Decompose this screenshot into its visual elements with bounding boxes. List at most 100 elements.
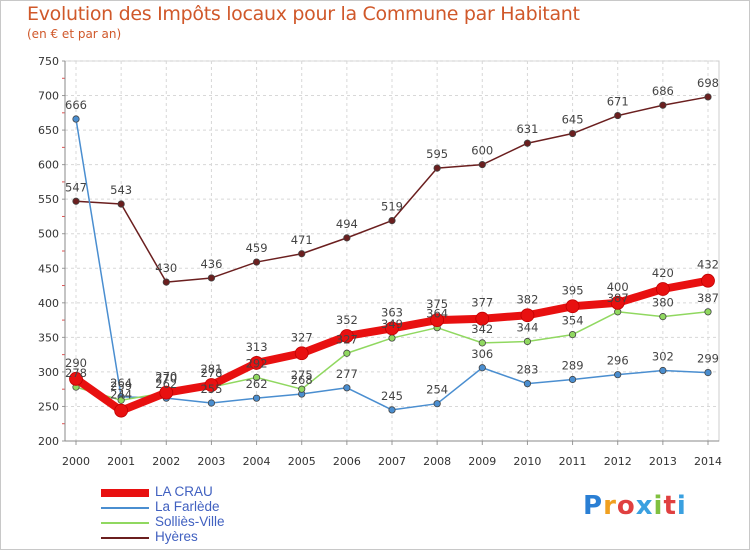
- data-label-la-crau: 327: [291, 330, 313, 344]
- x-tick-label: 2010: [513, 455, 541, 468]
- point-hyeres: [659, 101, 667, 109]
- point-hyeres: [523, 139, 532, 147]
- data-label-sollies-ville: 387: [697, 291, 719, 305]
- data-label-hyeres: 543: [110, 183, 132, 197]
- data-label-sollies-ville: 259: [110, 379, 132, 393]
- data-label-la-farlede: 306: [471, 347, 493, 361]
- point-la-crau: [385, 321, 399, 336]
- data-label-la-farlede: 262: [155, 377, 177, 391]
- data-label-sollies-ville: 354: [562, 314, 584, 328]
- point-la-crau: [430, 313, 445, 327]
- point-hyeres: [433, 164, 441, 172]
- legend-swatch-la-farlede: [101, 506, 149, 509]
- point-hyeres: [614, 111, 622, 120]
- point-la-crau: [339, 329, 354, 343]
- x-tick-label: 2001: [107, 455, 135, 468]
- data-label-hyeres: 519: [381, 200, 403, 214]
- point-la-crau: [520, 308, 535, 323]
- point-la-crau: [610, 295, 625, 310]
- legend-label: LA CRAU: [155, 484, 213, 499]
- legend-label: La Farlède: [155, 499, 220, 514]
- point-hyeres: [72, 197, 80, 205]
- data-label-hyeres: 494: [336, 217, 358, 231]
- y-tick-label: 200: [38, 435, 59, 448]
- data-label-la-crau: 270: [155, 370, 177, 384]
- legend-swatch-sollies-ville: [101, 521, 149, 524]
- logo-letter: P: [583, 491, 604, 521]
- x-tick-label: 2003: [197, 455, 225, 468]
- point-sollies-ville: [388, 334, 396, 342]
- y-tick-label: 400: [38, 297, 59, 310]
- data-label-la-farlede: 302: [652, 350, 674, 364]
- point-sollies-ville: [117, 396, 125, 404]
- point-la-farlede: [523, 380, 532, 388]
- data-label-sollies-ville: 275: [291, 368, 313, 382]
- x-tick-label: 2011: [559, 455, 587, 468]
- axes: 200 250 300 350 400 450 500 550 600 650 700 750 2000…: [38, 55, 722, 468]
- x-tick-label: 2002: [152, 455, 180, 468]
- legend-swatch-hyeres: [101, 536, 149, 539]
- data-label-sollies-ville: 278: [200, 366, 222, 380]
- logo-letter: i: [653, 491, 664, 521]
- point-sollies-ville: [478, 339, 486, 347]
- x-tick-label: 2013: [649, 455, 677, 468]
- point-la-farlede: [704, 368, 712, 377]
- legend-item-hyeres: Hyères: [101, 529, 301, 545]
- data-label-sollies-ville: 292: [246, 356, 268, 370]
- logo-letter: r: [603, 491, 617, 521]
- point-la-crau: [655, 282, 670, 296]
- logo-letter: o: [616, 491, 636, 521]
- legend-label: Solliès-Ville: [155, 514, 225, 529]
- data-label-la-farlede: 283: [516, 363, 538, 377]
- data-label-hyeres: 671: [607, 95, 629, 109]
- point-la-farlede: [388, 406, 396, 414]
- y-tick-label: 350: [38, 331, 59, 344]
- point-hyeres: [478, 161, 486, 169]
- point-la-crau: [701, 273, 715, 288]
- data-label-la-farlede: 299: [697, 352, 719, 366]
- data-label-hyeres: 631: [516, 122, 538, 136]
- chart-title: Evolution des Impôts locaux pour la Comm…: [27, 3, 580, 25]
- point-hyeres: [207, 274, 216, 282]
- data-label-la-crau: 352: [336, 313, 358, 327]
- data-labels: 547 543 430 436 459 471 494 519 595 600 631 645 671 6…: [65, 76, 719, 403]
- y-tick-label: 750: [38, 55, 59, 68]
- data-label-la-farlede: 289: [562, 359, 584, 373]
- series-lines: [69, 93, 715, 418]
- data-label-hyeres: 686: [652, 84, 674, 98]
- point-la-crau: [159, 385, 174, 400]
- data-label-sollies-ville: 270: [155, 372, 177, 386]
- point-hyeres: [298, 250, 306, 258]
- point-sollies-ville: [568, 330, 577, 339]
- logo-letter: i: [676, 491, 687, 521]
- point-la-farlede: [72, 115, 80, 123]
- proxiti-logo: Proxiti: [583, 491, 687, 521]
- point-la-farlede: [343, 384, 351, 392]
- data-label-hyeres: 645: [562, 113, 584, 127]
- data-label-sollies-ville: 387: [607, 291, 629, 305]
- data-label-sollies-ville: 349: [381, 317, 403, 331]
- data-label-hyeres: 698: [697, 76, 719, 90]
- legend: LA CRAU La Farlède Solliès-Ville Hyères: [101, 484, 301, 545]
- data-label-la-farlede: 296: [607, 354, 629, 368]
- legend-item-la-crau: LA CRAU: [101, 484, 301, 500]
- x-tick-label: 2009: [468, 455, 496, 468]
- data-label-la-farlede: 262: [246, 377, 268, 391]
- data-label-hyeres: 430: [155, 261, 177, 275]
- point-la-crau: [294, 346, 309, 361]
- chart-subtitle: (en € et par an): [27, 27, 122, 41]
- data-label-la-crau: 281: [200, 362, 222, 376]
- data-label-sollies-ville: 278: [65, 366, 87, 380]
- x-tick-label: 2012: [604, 455, 632, 468]
- point-hyeres: [704, 93, 712, 101]
- data-label-la-farlede: 264: [110, 376, 132, 390]
- y-tick-label: 300: [38, 366, 59, 379]
- data-label-la-crau: 313: [246, 340, 268, 354]
- data-label-la-farlede: 666: [65, 98, 87, 112]
- data-label-hyeres: 600: [471, 144, 493, 158]
- data-label-la-crau: 432: [697, 258, 719, 272]
- x-tick-label: 2007: [378, 455, 406, 468]
- legend-swatch-la-crau: [101, 488, 149, 497]
- x-tick-label: 2008: [423, 455, 451, 468]
